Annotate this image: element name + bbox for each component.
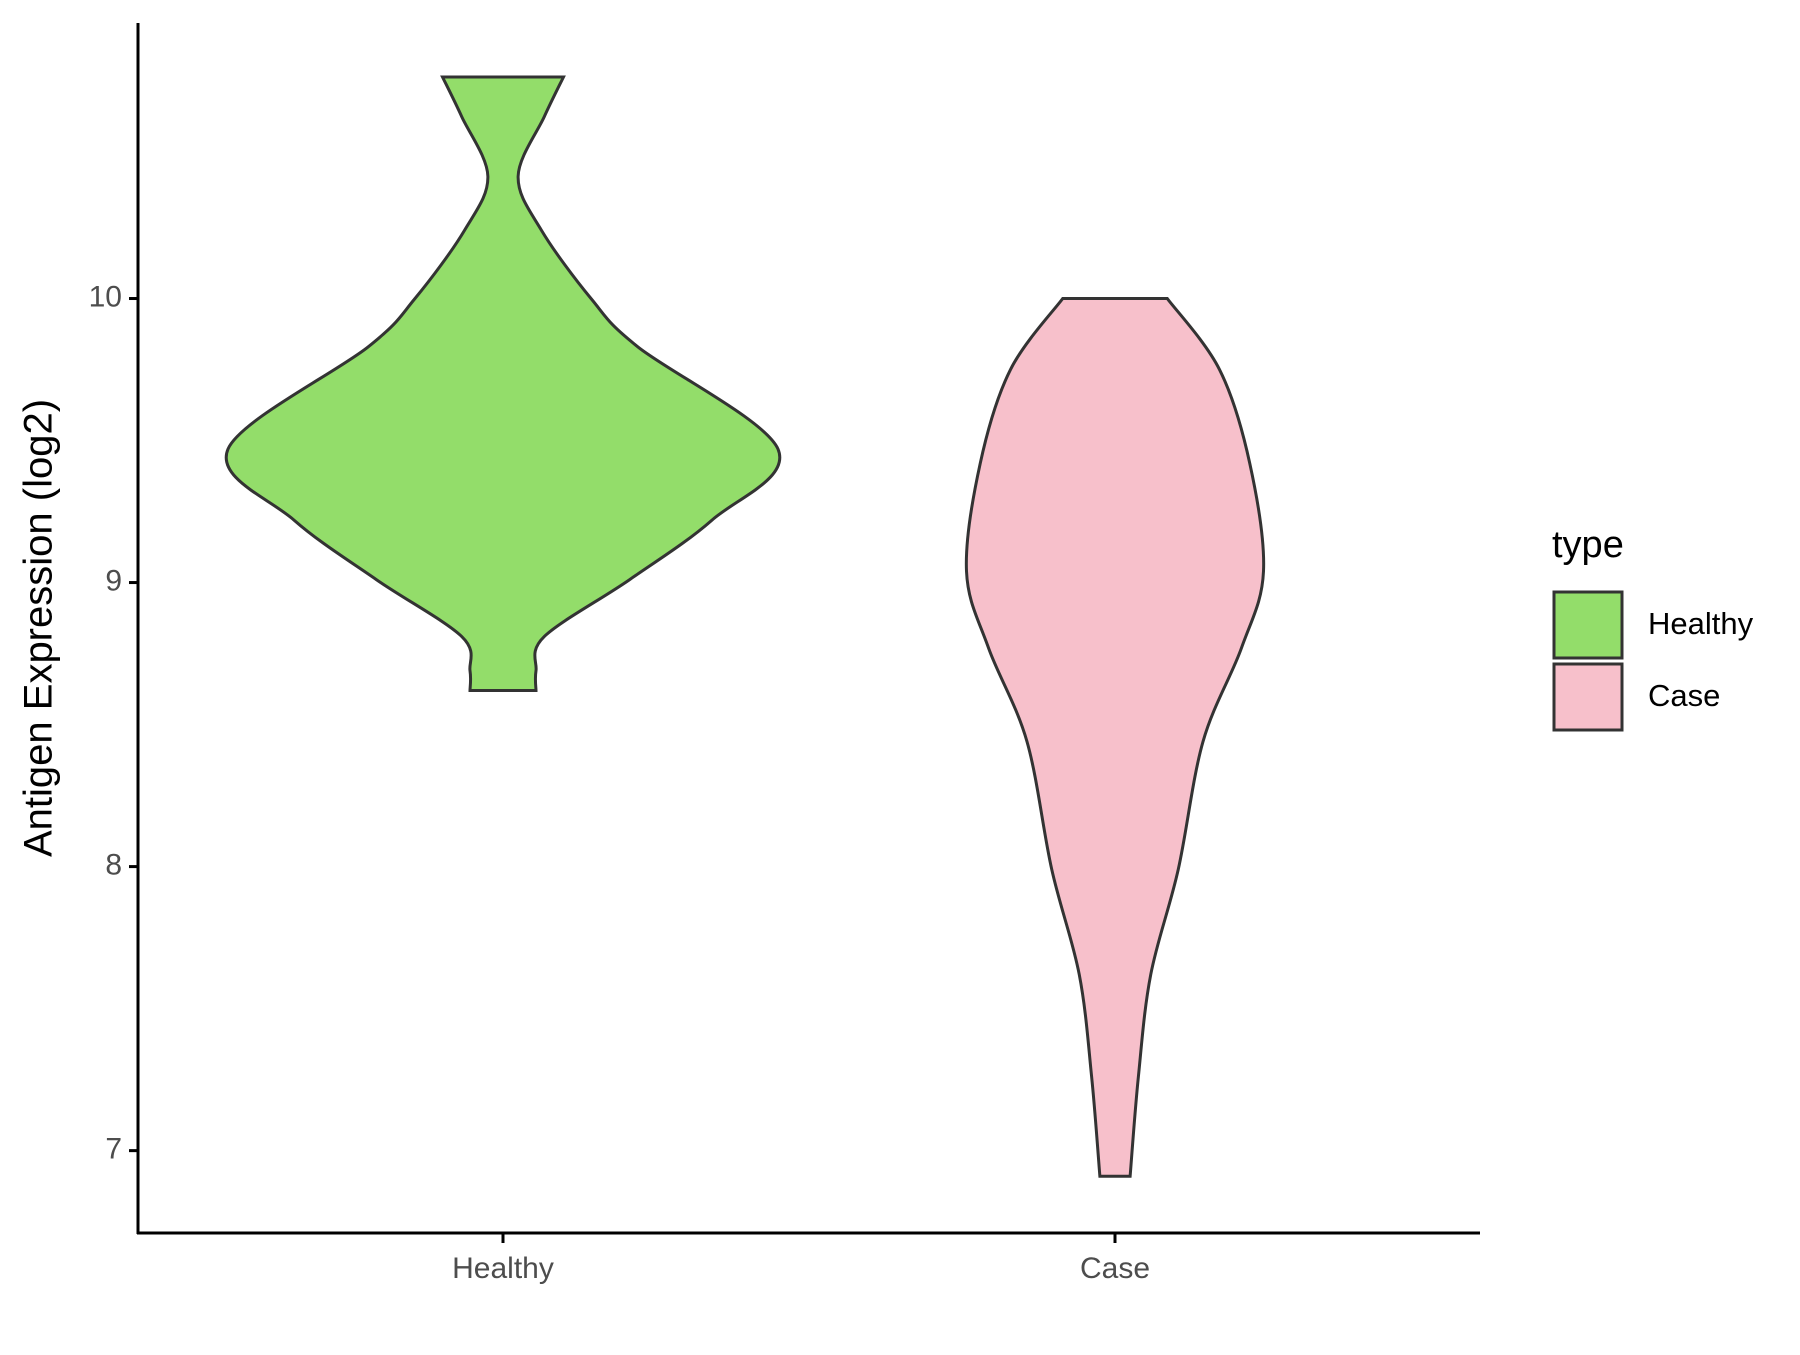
legend-label: Healthy xyxy=(1648,606,1754,641)
x-tick-label: Case xyxy=(1080,1252,1150,1285)
y-tick-label: 7 xyxy=(105,1133,122,1166)
legend-swatch xyxy=(1552,662,1624,732)
legend-swatch xyxy=(1552,590,1624,660)
y-tick-label: 10 xyxy=(89,280,122,313)
y-axis-title: Antigen Expression (log2) xyxy=(17,399,61,857)
legend-title: type xyxy=(1552,524,1624,566)
legend-label: Case xyxy=(1648,678,1720,713)
y-tick-label: 9 xyxy=(105,564,122,597)
x-tick-label: Healthy xyxy=(452,1252,554,1285)
violin xyxy=(224,75,782,692)
violin xyxy=(964,297,1266,1178)
y-tick-label: 8 xyxy=(105,849,122,882)
